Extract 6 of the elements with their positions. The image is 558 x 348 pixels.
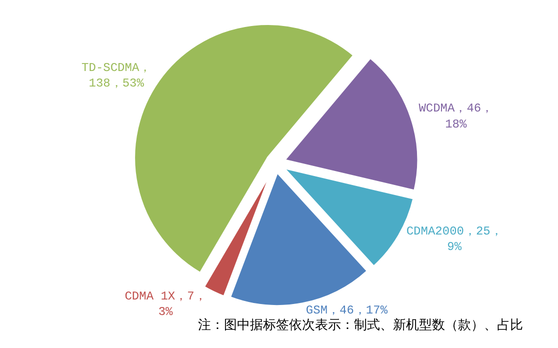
text: 注：图中据标签依次表示：制式、新机型数（款）、占比 (198, 318, 523, 333)
slice-label: WCDMA，46， 18% (418, 102, 494, 132)
slice-label: GSM，46，17% (306, 303, 388, 318)
slice-label: CDMA 1X，7， 3% (124, 289, 206, 320)
slice-label: CDMA2000，25， 9% (406, 224, 502, 254)
slice-label: TD-SCDMA， 138，53% (82, 60, 152, 91)
